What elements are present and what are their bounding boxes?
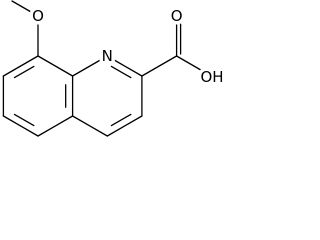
bond bbox=[106, 55, 143, 77]
bond bbox=[37, 115, 74, 137]
bond bbox=[37, 55, 74, 77]
bond bbox=[71, 55, 108, 77]
bond bbox=[71, 115, 108, 137]
molecule-diagram: O N O OH bbox=[2, 0, 227, 137]
bond bbox=[106, 115, 143, 137]
methoxy-oxygen: O bbox=[32, 7, 44, 25]
ring-nitrogen: N bbox=[102, 47, 113, 65]
bond bbox=[110, 113, 132, 127]
bond bbox=[11, 0, 39, 17]
bonds bbox=[2, 0, 212, 137]
bond bbox=[13, 65, 35, 79]
bond bbox=[13, 113, 35, 127]
hydroxyl: OH bbox=[200, 68, 223, 86]
bond bbox=[2, 115, 39, 137]
bond bbox=[110, 65, 132, 79]
bond bbox=[141, 55, 178, 77]
bond bbox=[175, 55, 212, 77]
bond bbox=[2, 55, 39, 77]
carbonyl-oxygen: O bbox=[171, 7, 183, 25]
